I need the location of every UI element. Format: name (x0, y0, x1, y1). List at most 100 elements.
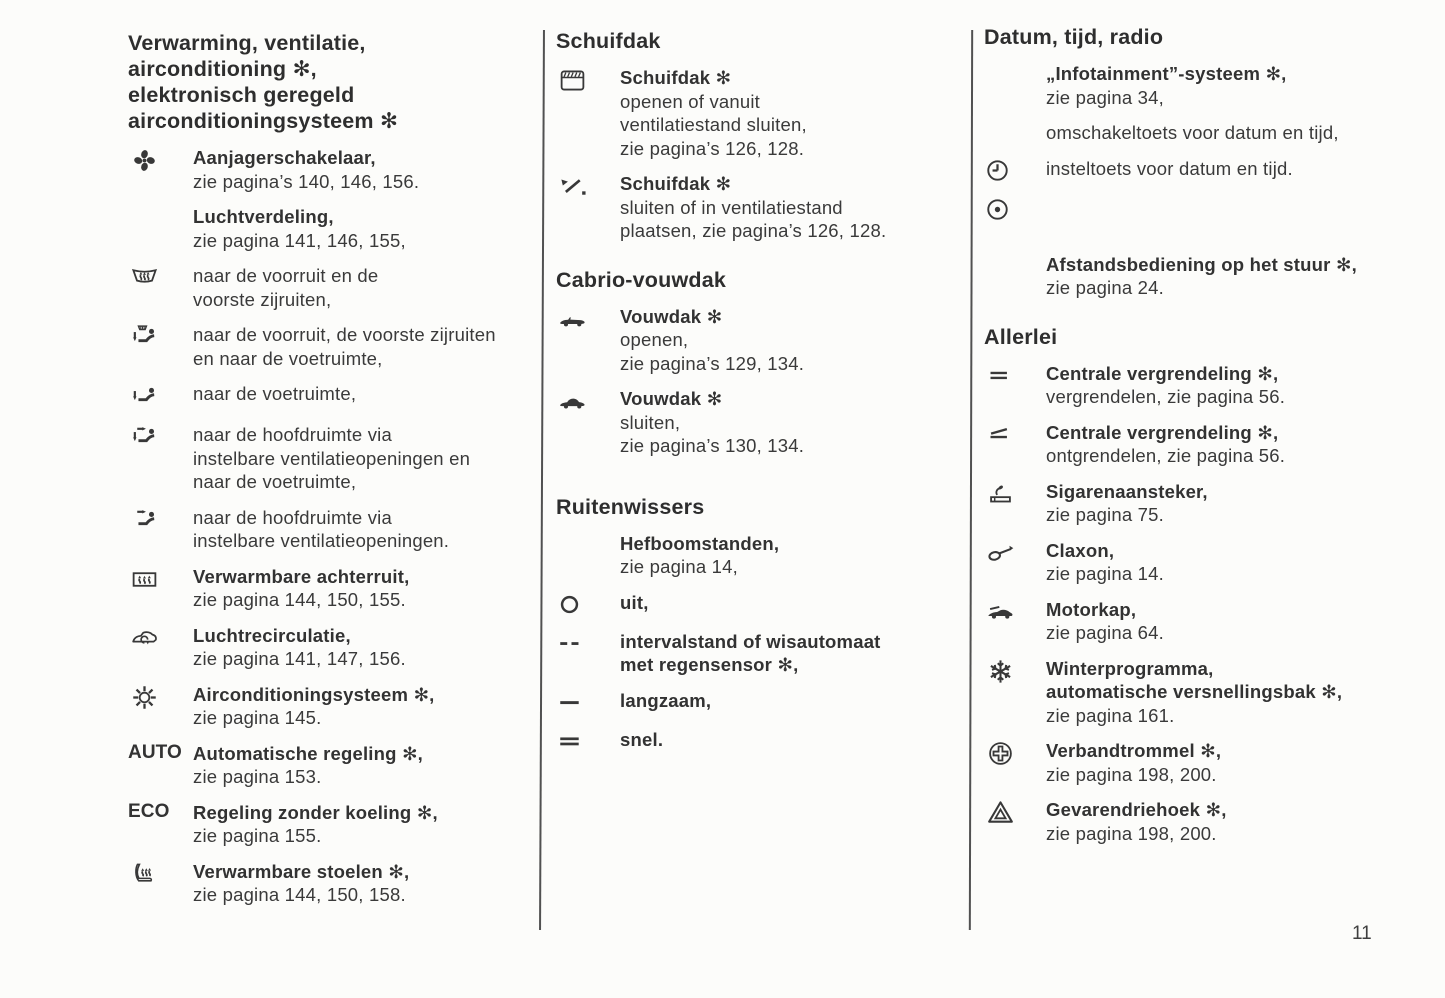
section-heading-line: Datum, tijd, radio (984, 25, 1164, 49)
manual-item: „Infotainment”-systeem ✻, zie pagina 34, (984, 62, 1434, 109)
column-roof-wipers: Schuifdak Schuifdak ✻ openen of vanuit vent… (556, 28, 958, 767)
manual-item (984, 196, 1434, 223)
icon-placeholder (556, 532, 620, 579)
section-heading-line: airconditioningsysteem ✻ (128, 109, 399, 133)
lighter-icon (984, 480, 1046, 527)
item-line: openen, (620, 329, 689, 350)
item-line: en naar de voetruimte, (193, 347, 383, 369)
item-line: zie pagina 144, 150, 158. (193, 884, 406, 905)
manual-item: ECO Regeling zonder koeling ✻, zie pagina … (128, 801, 530, 848)
item-line: zie pagina 153. (193, 766, 322, 787)
page-number: 11 (1352, 923, 1372, 944)
item-text: Centrale vergrendeling ✻, vergrendelen, z… (1046, 362, 1285, 409)
item-line: automatische versnellingsbak ✻, (1046, 681, 1343, 702)
item-line: insteltoets voor datum en tijd. (1046, 157, 1293, 179)
cabrio-closed-icon (556, 387, 620, 458)
section-heading-line: Allerlei (984, 324, 1058, 349)
manual-item: Luchtrecirculatie, zie pagina 141, 147, 1… (128, 624, 530, 671)
item-line: uit, (620, 591, 649, 613)
item-text: Centrale vergrendeling ✻, ontgrendelen, z… (1046, 421, 1285, 468)
item-line: naar de hoofdruimte via (193, 424, 392, 445)
item-line: langzaam, (620, 689, 712, 711)
rear-window-heat-icon (128, 565, 193, 612)
item-text: „Infotainment”-systeem ✻, zie pagina 34, (1046, 62, 1287, 109)
section-heading: Cabrio-vouwdak (556, 267, 958, 293)
item-line: zie pagina’s 129, 134. (620, 352, 805, 374)
item-text: uit, (620, 591, 649, 618)
section-heading: Allerlei (984, 324, 1434, 350)
auto-label-icon: AUTO (128, 742, 193, 789)
item-line: Schuifdak ✻ (620, 173, 732, 194)
item-text: Afstandsbediening op het stuur ✻, zie pag… (1046, 253, 1357, 300)
item-line: snel. (620, 728, 664, 750)
item-text: intervalstand of wisautomaat met regensen… (620, 630, 881, 677)
item-line: zie pagina 14. (1046, 563, 1165, 584)
mode-label: AUTO (128, 741, 182, 763)
item-line: zie pagina 145. (193, 707, 322, 728)
item-line: zie pagina 144, 150, 155. (193, 589, 406, 610)
item-line: Centrale vergrendeling ✻, (1046, 421, 1279, 443)
item-line: Motorkap, (1046, 598, 1137, 620)
item-line: sluiten, (620, 411, 681, 433)
lock-icon (984, 362, 1046, 409)
horn-icon (984, 539, 1046, 586)
item-line: naar de voetruimte, (193, 471, 357, 492)
item-text: Schuifdak ✻ openen of vanuit ventilatiesta… (620, 66, 807, 160)
first-aid-icon (984, 739, 1046, 786)
item-text: Regeling zonder koeling ✻, zie pagina 155… (193, 801, 438, 848)
item-line: Luchtrecirculatie, (193, 624, 351, 646)
item-line: vergrendelen, zie pagina 56. (1046, 386, 1286, 407)
item-text: naar de voorruit en de voorste zijruiten, (193, 264, 378, 311)
windshield-demist-icon (128, 264, 193, 311)
item-line: naar de voorruit, de voorste zijruiten (193, 324, 496, 345)
manual-item: intervalstand of wisautomaat met regensen… (556, 630, 958, 677)
mode-label: ECO (128, 800, 170, 822)
item-line: instelbare ventilatieopeningen. (193, 530, 450, 551)
wiper-interval-icon (556, 630, 620, 677)
item-line: Verbandtrommel ✻, (1046, 740, 1222, 761)
item-text: Schuifdak ✻ sluiten of in ventilatiestand… (620, 172, 886, 243)
item-text: Winterprogramma, automatische versnelling… (1046, 657, 1342, 728)
item-line: zie pagina 155. (193, 825, 322, 846)
manual-item: Claxon, zie pagina 14. (984, 539, 1434, 586)
manual-item: Hefboomstanden, zie pagina 14, (556, 532, 958, 579)
item-text: Automatische regeling ✻, zie pagina 153. (193, 742, 423, 789)
manual-item: naar de hoofdruimte via instelbare ventil… (128, 506, 530, 553)
manual-item: Winterprogramma, automatische versnelling… (984, 657, 1434, 728)
manual-item: Verwarmbare achterruit, zie pagina 144, 1… (128, 565, 530, 612)
manual-section: Verwarming, ventilatie, airconditioning ✻… (128, 30, 530, 907)
wiper-slow-icon (556, 689, 620, 716)
item-line: zie pagina 75. (1046, 504, 1165, 525)
item-line: zie pagina 198, 200. (1046, 822, 1217, 844)
icon-placeholder (128, 205, 193, 252)
item-line: zie pagina 34, (1046, 86, 1165, 108)
item-line: Verwarmbare achterruit, (193, 565, 410, 587)
item-line: Sigarenaansteker, (1046, 480, 1208, 502)
ac-snowflake-icon (128, 683, 193, 730)
item-text: Verbandtrommel ✻, zie pagina 198, 200. (1046, 739, 1221, 786)
section-heading-line: Verwarming, ventilatie, (128, 31, 366, 55)
item-line: Hefboomstanden, (620, 532, 780, 554)
item-line: zie pagina’s 130, 134. (620, 435, 805, 456)
manual-item: Motorkap, zie pagina 64. (984, 598, 1434, 645)
manual-item: Verbandtrommel ✻, zie pagina 198, 200. (984, 739, 1434, 786)
sunroof-icon (556, 66, 620, 160)
section-heading-line: Schuifdak (556, 29, 661, 53)
section-heading: Verwarming, ventilatie, airconditioning ✻… (128, 30, 530, 134)
item-line: voorste zijruiten, (193, 288, 332, 310)
item-line: Winterprogramma, (1046, 657, 1214, 679)
manual-item: Luchtverdeling, zie pagina 141, 146, 155, (128, 205, 530, 252)
manual-item: Afstandsbediening op het stuur ✻, zie pag… (984, 253, 1434, 300)
section-heading: Datum, tijd, radio (984, 24, 1434, 50)
item-text: Motorkap, zie pagina 64. (1046, 598, 1164, 645)
item-line: zie pagina’s 126, 128. (620, 137, 805, 159)
sunroof-tilt-icon (556, 172, 620, 243)
manual-item: Centrale vergrendeling ✻, ontgrendelen, z… (984, 421, 1434, 468)
item-text: naar de voorruit, de voorste zijruiten en… (193, 323, 496, 370)
item-line: Automatische regeling ✻, (193, 742, 424, 764)
item-line: naar de voetruimte, (193, 383, 357, 404)
eco-label-icon: ECO (128, 801, 193, 848)
air-footwell-icon (128, 382, 193, 411)
warning-triangle-icon (984, 798, 1046, 845)
